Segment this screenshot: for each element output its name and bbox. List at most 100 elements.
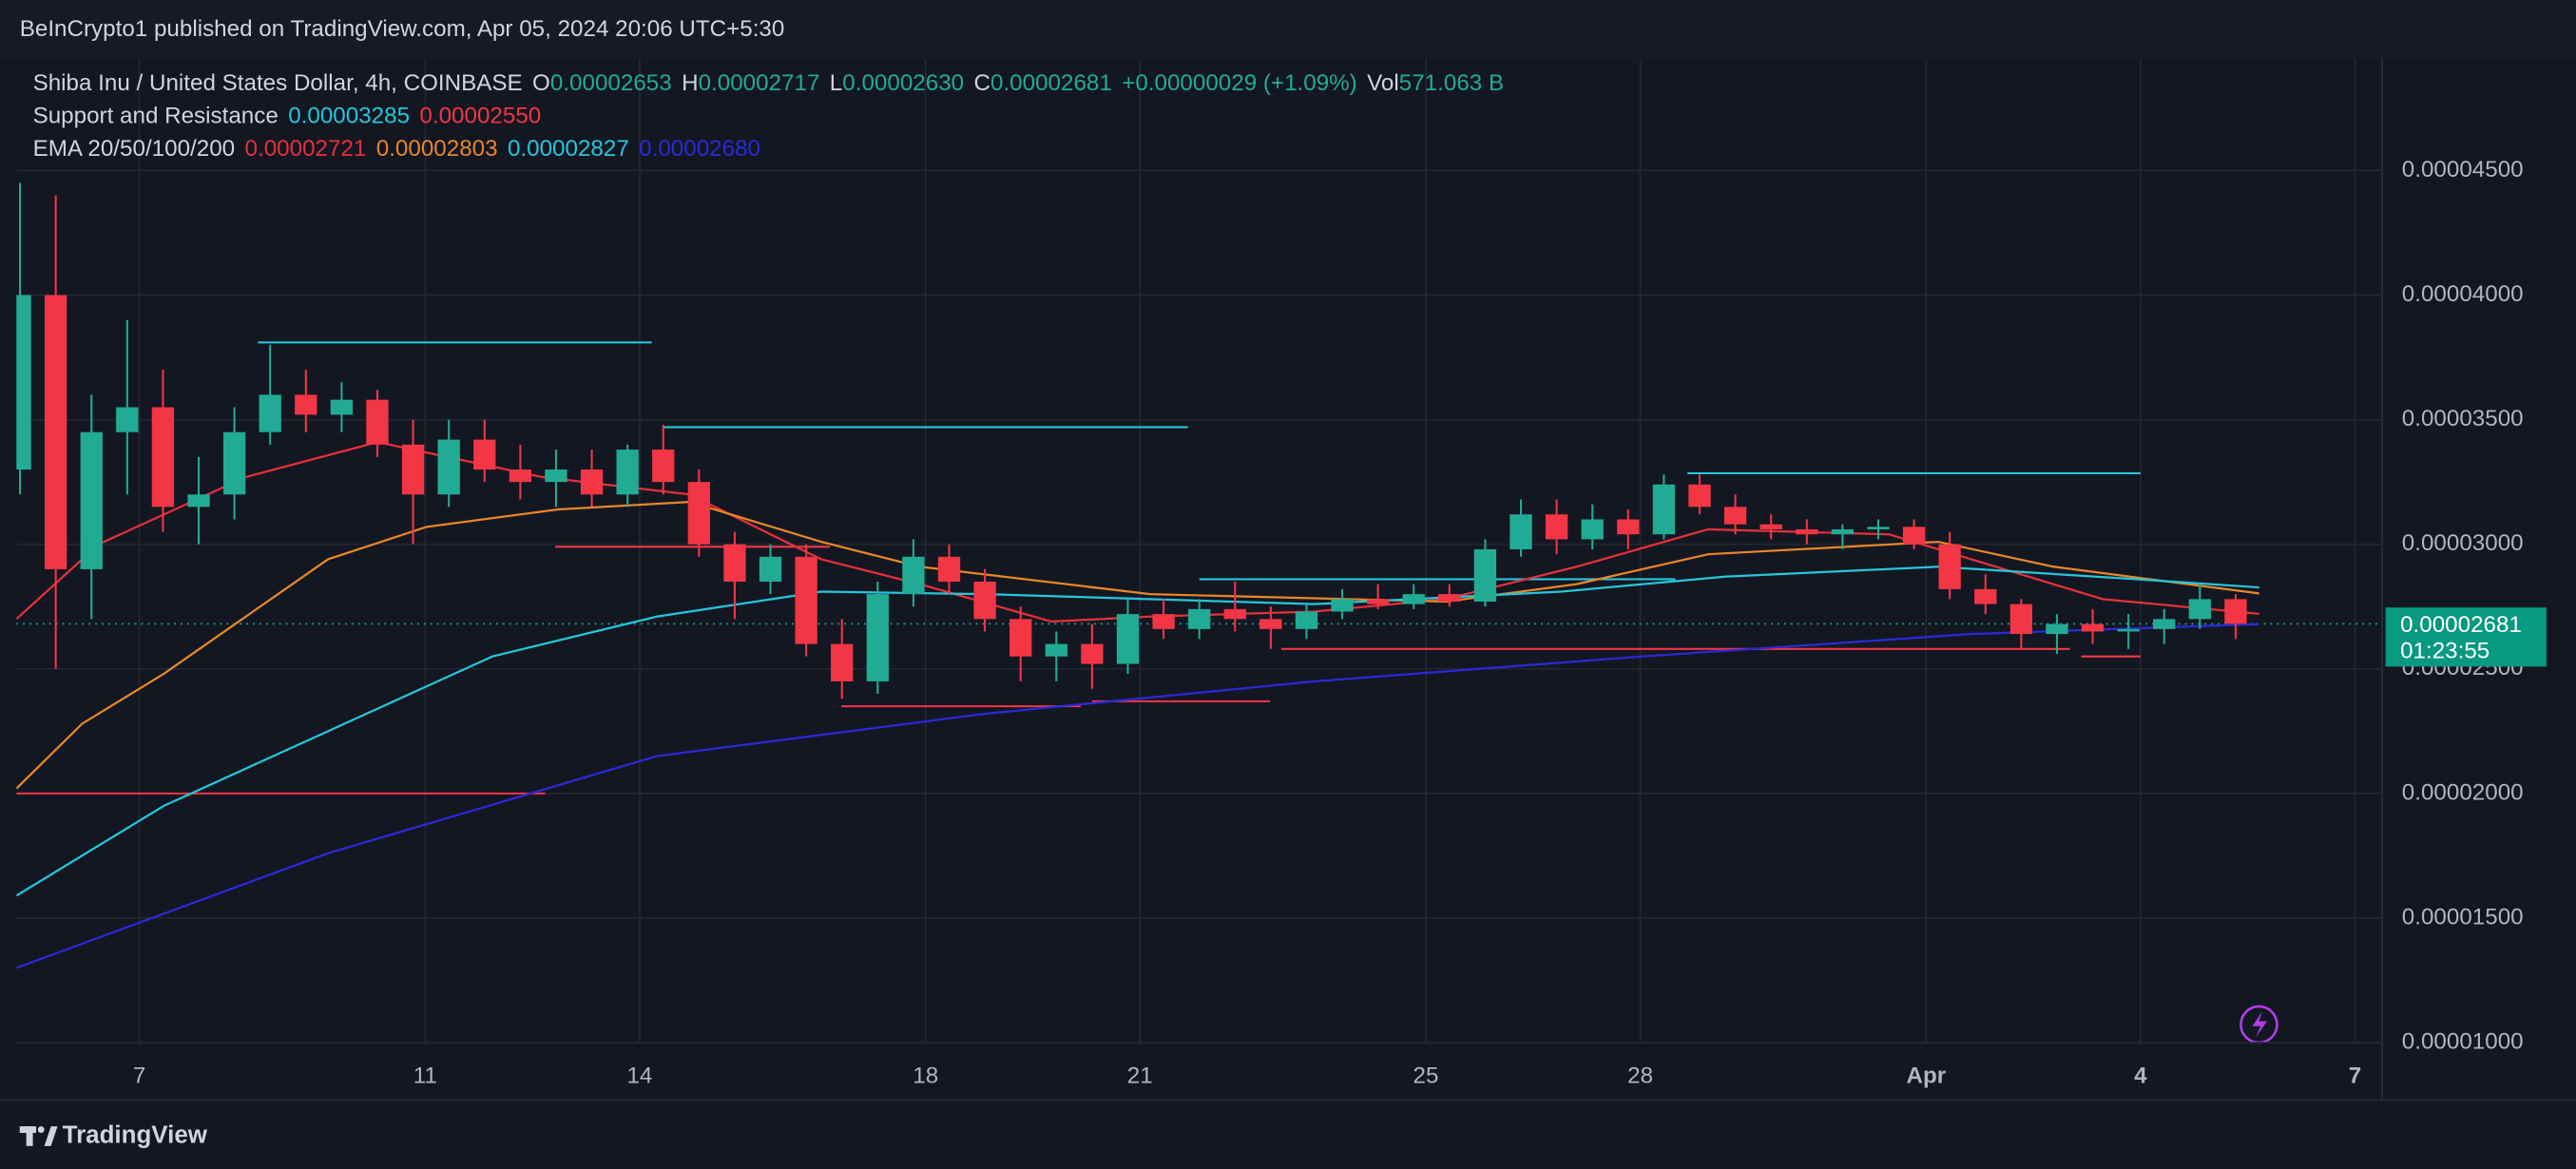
y-tick-label: 0.00004000 [2402, 281, 2524, 307]
ema-line [16, 623, 2259, 969]
x-tick-label: 7 [133, 1064, 145, 1089]
y-tick-label: 0.00003000 [2402, 530, 2524, 556]
ema-value: 0.00002803 [375, 134, 498, 162]
candle-body [2046, 623, 2068, 635]
candle-body [1116, 614, 1140, 664]
candle-body [1259, 619, 1282, 629]
candle-body [652, 450, 675, 483]
candle-body [1402, 594, 1425, 604]
logo [19, 1126, 58, 1146]
candle-body [1723, 507, 1747, 525]
candle-body [1438, 594, 1461, 602]
ema-row: EMA 20/50/100/200 0.00002721 0.00002803 0.… [33, 131, 1505, 164]
y-tick-label: 0.00002000 [2402, 779, 2524, 805]
price-tag-value: 0.00002681 [2400, 610, 2522, 638]
candle-body [902, 556, 925, 595]
candle-body [1867, 527, 1890, 529]
candle-body [116, 407, 139, 432]
ohlc-field: L0.00002630 [830, 66, 964, 99]
volume-label: Vol [1367, 68, 1399, 96]
candle-body [831, 643, 854, 681]
y-tick-label: 0.00001000 [2402, 1028, 2524, 1054]
candle-body [1331, 599, 1354, 612]
candle-body [1295, 611, 1318, 629]
ohlc-value: 0.00002681 [990, 68, 1112, 96]
candle-body [1974, 588, 1997, 604]
candle-body [2117, 628, 2140, 632]
candle-body [795, 556, 817, 644]
candle-body [545, 470, 567, 483]
countdown: 01:23:55 [2400, 637, 2490, 663]
candle-body [509, 470, 532, 483]
symbol: Shiba Inu / United States Dollar, 4h, CO… [32, 68, 523, 96]
candle-body [2153, 619, 2176, 629]
candle-body [259, 394, 281, 432]
price-tag: 0.00002681 01:23:55 [2385, 607, 2547, 667]
x-tick-label: Apr [1907, 1064, 1947, 1089]
candle-body [866, 594, 889, 681]
candle-body [1188, 608, 1211, 629]
candle-body [80, 431, 103, 569]
candle-body [1223, 608, 1246, 620]
candle-body [1831, 528, 1855, 535]
ohlc-value: 0.00002717 [698, 68, 820, 96]
sr-row: Support and Resistance 0.00003285 0.00002… [33, 99, 1505, 132]
y-tick-label: 0.00003500 [2402, 406, 2524, 431]
sr-value: 0.00002550 [419, 102, 542, 128]
change: +0.00000029 (+1.09%) [1122, 68, 1357, 96]
candle-body [187, 494, 210, 508]
ema-value: 0.00002827 [507, 134, 629, 162]
candle-body [1581, 519, 1604, 540]
ohlc-value: 0.00002653 [549, 68, 672, 96]
x-tick-label: 21 [1127, 1064, 1153, 1089]
ohlc-field: H0.00002717 [682, 66, 819, 99]
candle-body [366, 399, 389, 445]
candle-body [759, 556, 782, 583]
candle-body [1617, 519, 1640, 535]
candle-body [1796, 528, 1818, 535]
sr-value: 0.00003285 [288, 102, 411, 128]
ohlc-label: H [682, 68, 699, 96]
x-tick-label: 14 [626, 1064, 652, 1089]
ema-line [16, 500, 2259, 790]
plot-area [16, 182, 2383, 969]
x-tick-label: 28 [1627, 1064, 1653, 1089]
candle-body [330, 399, 354, 415]
ohlc-value: 0.00002630 [842, 68, 965, 96]
candle-body [937, 556, 961, 583]
x-tick-label: 25 [1413, 1064, 1439, 1089]
candle-body [2224, 599, 2247, 624]
candle-body [2009, 604, 2033, 635]
candle-body [1545, 514, 1568, 540]
ohlc-field: C0.00002681 [973, 66, 1111, 99]
x-tick-label: 4 [2134, 1064, 2147, 1089]
candle-body [1902, 527, 1926, 545]
candle-body [401, 444, 425, 495]
candle-body [1152, 614, 1175, 629]
y-tick-label: 0.00001500 [2402, 904, 2524, 929]
candle-body [616, 450, 639, 495]
candle-body [473, 439, 496, 470]
ema-value: 0.00002721 [244, 134, 367, 162]
volume-value: 571.063 B [1398, 68, 1505, 96]
candle-body [1938, 544, 1961, 589]
x-tick-label: 7 [2349, 1064, 2361, 1089]
candle-body [2081, 623, 2105, 632]
candle-body [295, 394, 317, 415]
top-bar [0, 0, 2576, 60]
x-tick-label: 18 [913, 1064, 938, 1089]
candle-body [1509, 514, 1532, 549]
ema-value: 0.00002680 [639, 134, 760, 162]
ema-name: EMA 20/50/100/200 [32, 134, 236, 162]
candle-body [16, 295, 31, 470]
candle-body [151, 407, 175, 508]
ohlc-field: O0.00002653 [532, 66, 672, 99]
legend: Shiba Inu / United States Dollar, 4h, CO… [33, 66, 1505, 164]
brand: TradingView [62, 1121, 207, 1150]
candle-body [1473, 548, 1497, 602]
candle-body [1045, 643, 1067, 657]
candle-body [44, 295, 67, 569]
